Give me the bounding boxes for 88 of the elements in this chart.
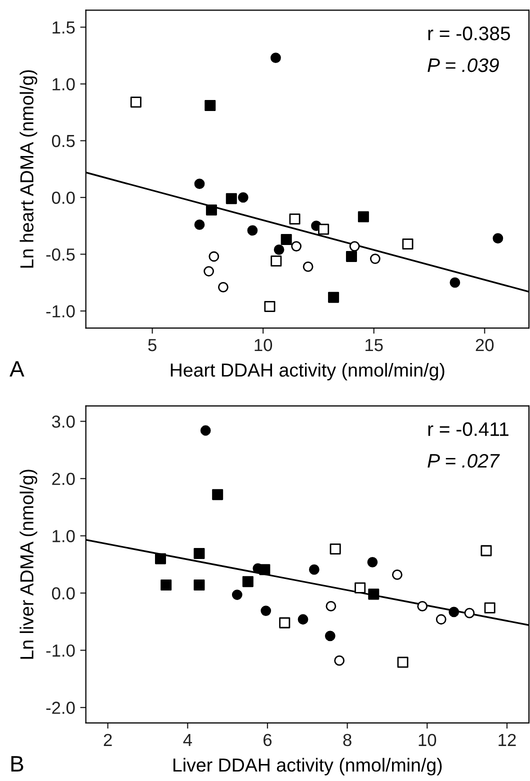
point — [270, 52, 281, 64]
point — [492, 233, 504, 244]
point — [200, 425, 211, 436]
point — [367, 556, 378, 568]
point — [259, 564, 270, 576]
point — [226, 193, 237, 204]
point — [436, 614, 446, 625]
point — [302, 262, 314, 272]
point — [218, 282, 228, 292]
x-axis-title: Heart DDAH activity (nmol/min/g) — [170, 362, 444, 380]
point — [279, 617, 290, 628]
point — [324, 630, 336, 642]
point — [330, 543, 341, 554]
point — [354, 582, 366, 594]
annotation: P = .039 — [428, 58, 499, 72]
point — [484, 602, 496, 614]
point — [204, 266, 214, 276]
point — [464, 608, 475, 618]
point — [204, 100, 216, 112]
text: B — [11, 756, 24, 772]
point — [238, 192, 248, 203]
point — [402, 238, 414, 250]
y-tick-label: 0.0 — [52, 192, 75, 204]
text: A — [10, 361, 24, 377]
y-tick-label: 1.5 — [52, 22, 75, 34]
point — [349, 241, 360, 252]
point — [291, 241, 302, 252]
y-axis-title: Ln liver ADMA (nmol/g) — [20, 470, 38, 659]
x-tick-label: 4 — [183, 734, 192, 746]
point — [194, 220, 205, 230]
y-tick-label: 1.0 — [52, 78, 75, 90]
point — [308, 564, 320, 575]
point — [155, 553, 166, 564]
point — [270, 256, 282, 267]
x-axis-title: Liver DDAH activity (nmol/min/g) — [174, 758, 442, 776]
point — [212, 489, 224, 500]
x-tick-label: 8 — [343, 734, 352, 746]
point — [392, 570, 402, 580]
point — [206, 204, 217, 216]
y-tick-label: 0.0 — [52, 587, 75, 600]
y-tick-label: 1.0 — [52, 530, 75, 542]
x-tick-label: 2 — [104, 734, 112, 746]
point — [368, 588, 380, 600]
point — [260, 606, 272, 616]
point — [280, 234, 292, 245]
point — [397, 656, 408, 668]
annotation: r = -0.385 — [428, 26, 510, 40]
point — [450, 277, 460, 288]
point — [247, 225, 258, 236]
point — [130, 96, 142, 108]
point — [194, 178, 205, 190]
point — [417, 601, 428, 612]
y-tick-label: 0.5 — [52, 134, 75, 148]
x-tick-label: 5 — [148, 339, 156, 352]
point — [480, 545, 492, 556]
y-tick-label: 3.0 — [52, 416, 75, 428]
point — [208, 251, 220, 262]
point — [160, 580, 172, 591]
point — [242, 576, 254, 588]
x-tick-label: 10 — [254, 338, 272, 352]
y-axis-title: Ln heart ADMA (nmol/g) — [20, 70, 38, 268]
annotation: P = .027 — [428, 454, 500, 468]
y-tick-label: -1.0 — [46, 644, 75, 657]
point — [194, 580, 205, 591]
point — [289, 214, 300, 225]
x-tick-label: 20 — [476, 338, 494, 352]
y-tick-label: -2.0 — [46, 702, 75, 714]
y-tick-label: -1.0 — [46, 305, 75, 318]
x-tick-label: 6 — [264, 734, 272, 746]
x-tick-label: 15 — [366, 339, 383, 352]
y-tick-label: -0.5 — [46, 248, 75, 261]
annotation: r = -0.411 — [428, 422, 508, 436]
x-tick-label: 10 — [418, 734, 436, 746]
point — [448, 606, 460, 618]
point — [274, 244, 284, 255]
y-tick-label: 2.0 — [52, 472, 75, 486]
point — [298, 614, 308, 625]
point — [264, 300, 276, 312]
point — [346, 250, 357, 262]
point — [194, 548, 205, 560]
point — [318, 224, 330, 235]
point — [232, 590, 242, 600]
point — [328, 292, 340, 303]
point — [326, 601, 336, 612]
point — [334, 655, 345, 666]
x-tick-label: 12 — [498, 734, 516, 746]
point — [370, 254, 380, 264]
point — [358, 211, 369, 222]
